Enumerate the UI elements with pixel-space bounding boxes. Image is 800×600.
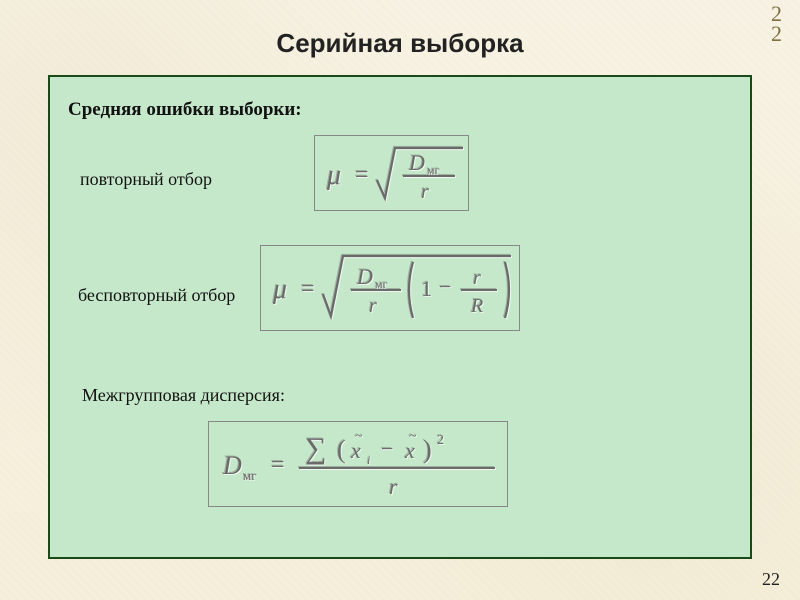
- formula-box-2: μ = D мг r 1 − r R: [260, 245, 520, 331]
- corner-digit-bottom: 2: [771, 24, 782, 44]
- formula-1: μ = D мг r: [315, 136, 470, 212]
- sym-x-2: x: [404, 438, 415, 463]
- sym-one: 1: [421, 276, 432, 301]
- rparen-2: [505, 262, 509, 318]
- sym-D-2: D: [356, 264, 373, 289]
- sym-sum: ∑: [305, 432, 326, 465]
- content-panel: Средняя ошибки выборки: повторный отбор …: [48, 75, 752, 559]
- sym-mg-3: мг: [243, 468, 257, 483]
- sym-eq: =: [355, 162, 369, 188]
- sym-minus: −: [439, 274, 451, 299]
- page-number: 22: [762, 569, 780, 590]
- slide: 2 2 Серийная выборка Средняя ошибки выбо…: [0, 0, 800, 600]
- sym-minus-3: −: [381, 436, 393, 461]
- sym-sq: 2: [437, 433, 444, 448]
- corner-number: 2 2: [771, 4, 782, 44]
- sym-lp: (: [337, 435, 346, 464]
- sym-r-2b: r: [473, 267, 481, 289]
- label-nonrepeated: бесповторный отбор: [78, 285, 235, 306]
- sym-mu-2: μ: [272, 274, 287, 305]
- sym-x-1: x: [350, 438, 361, 463]
- formula-box-3: D мг = ∑ ( ~ x i − ~ x ): [208, 421, 508, 507]
- sym-mg-2: мг: [375, 277, 388, 291]
- panel-heading: Средняя ошибки выборки:: [68, 99, 302, 121]
- label-intergroup: Межгрупповая дисперсия:: [82, 385, 285, 406]
- sym-i: i: [367, 453, 370, 467]
- formula-2: μ = D мг r 1 − r R: [261, 246, 521, 332]
- sym-rp: ): [423, 435, 432, 464]
- formula-box-1: μ = D мг r: [314, 135, 469, 211]
- lparen-2: [409, 262, 413, 318]
- sym-eq-2: =: [301, 276, 315, 302]
- sym-r-2a: r: [369, 295, 377, 317]
- sym-mu: μ: [326, 160, 341, 191]
- sym-r-3: r: [389, 474, 398, 499]
- sym-R: R: [470, 295, 483, 317]
- label-repeated: повторный отбор: [80, 169, 212, 190]
- page-title: Серийная выборка: [0, 0, 800, 59]
- sym-mg: мг: [427, 163, 440, 177]
- sym-eq-3: =: [271, 452, 285, 478]
- formula-3: D мг = ∑ ( ~ x i − ~ x ): [209, 422, 509, 508]
- sym-r: r: [421, 181, 429, 203]
- sym-D-3: D: [222, 451, 242, 480]
- sym-D: D: [408, 150, 425, 175]
